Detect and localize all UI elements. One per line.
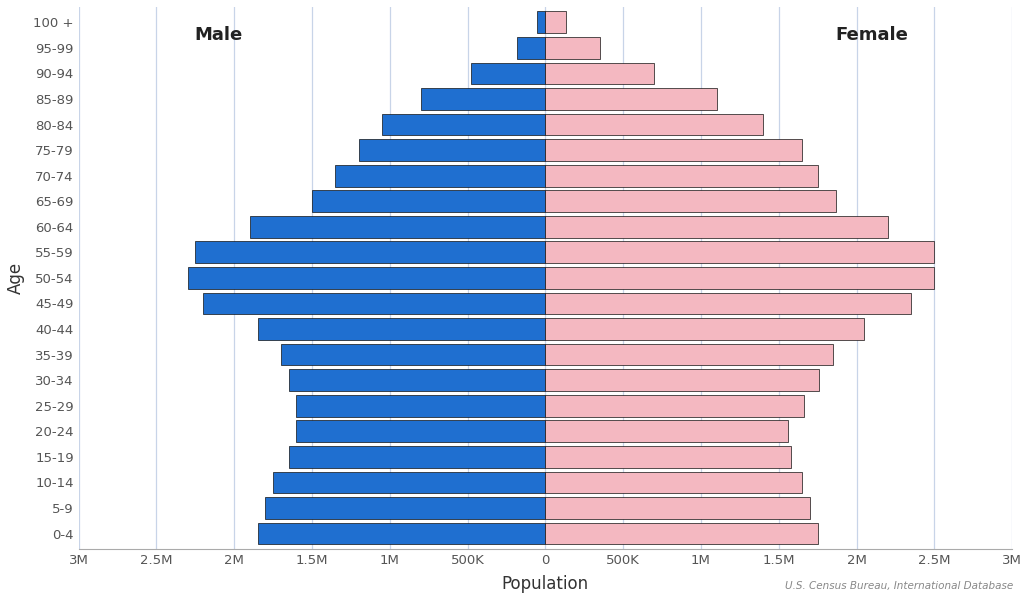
Bar [250,216,545,238]
Bar [281,344,545,365]
Bar [537,11,545,33]
Bar [545,216,888,238]
Bar [545,267,934,289]
Bar [545,293,911,314]
Bar [545,369,819,391]
Bar [382,113,545,136]
Bar [257,318,545,340]
Y-axis label: Age: Age [7,262,25,294]
Bar [545,165,818,187]
Bar [359,139,545,161]
Text: U.S. Census Bureau, International Database: U.S. Census Bureau, International Databa… [785,581,1014,591]
Bar [296,395,545,416]
Bar [545,421,788,442]
Bar [545,344,833,365]
Bar [203,293,545,314]
Bar [545,190,837,212]
Bar [312,190,545,212]
Bar [265,497,545,519]
Bar [545,523,818,544]
Bar [187,267,545,289]
Bar [257,523,545,544]
Bar [289,446,545,468]
X-axis label: Population: Population [502,575,589,593]
Bar [545,11,566,33]
Bar [196,241,545,263]
Bar [545,113,764,136]
Bar [273,472,545,493]
Bar [470,62,545,84]
Bar [545,446,791,468]
Bar [296,421,545,442]
Bar [545,472,802,493]
Bar [545,37,600,59]
Bar [545,241,934,263]
Bar [545,139,802,161]
Bar [517,37,545,59]
Bar [545,497,810,519]
Bar [545,318,864,340]
Bar [421,88,545,110]
Text: Male: Male [194,26,243,44]
Text: Female: Female [836,26,909,44]
Bar [289,369,545,391]
Bar [545,395,804,416]
Bar [335,165,545,187]
Bar [545,88,716,110]
Bar [545,62,654,84]
